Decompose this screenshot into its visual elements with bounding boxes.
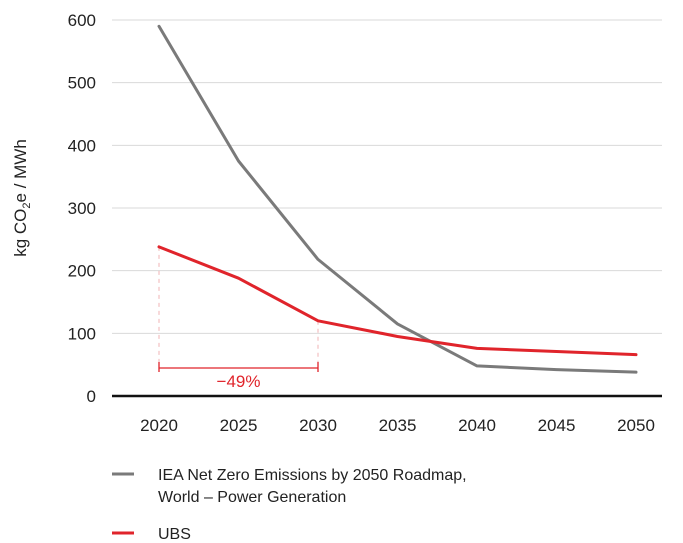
legend-label-iea-line-2: World – Power Generation [158,489,346,506]
y-axis-tick-labels: 0 100 200 300 400 500 600 [68,11,96,406]
x-tick-label: 2035 [379,416,417,435]
legend-label-iea-line-1: IEA Net Zero Emissions by 2050 Roadmap, [158,467,467,484]
gridlines [112,19,662,334]
x-tick-label: 2025 [220,416,258,435]
x-tick-label: 2020 [140,416,178,435]
y-tick-label: 300 [68,199,96,218]
series-line-iea [157,24,638,374]
x-tick-label: 2050 [617,416,655,435]
legend-item-ubs: UBS [112,526,191,543]
y-tick-label: 0 [87,387,96,406]
x-tick-label: 2045 [538,416,576,435]
reduction-annotation: −49% [158,362,319,391]
legend: IEA Net Zero Emissions by 2050 Roadmap, … [112,467,467,543]
reduction-annotation-label: −49% [217,372,261,391]
y-tick-label: 200 [68,262,96,281]
legend-item-iea: IEA Net Zero Emissions by 2050 Roadmap, … [112,467,467,506]
x-tick-label: 2030 [299,416,337,435]
y-axis-title-base: kg CO [11,209,30,257]
y-tick-label: 600 [68,11,96,30]
y-axis-title-rest: e / MWh [11,139,30,202]
y-axis-title: kg CO2e / MWh [11,139,33,257]
series-lines [157,24,638,374]
y-axis-title-subscript: 2 [21,202,33,208]
series-line-ubs [157,245,638,357]
x-tick-label: 2040 [458,416,496,435]
y-tick-label: 400 [68,136,96,155]
legend-label-ubs: UBS [158,526,191,543]
x-axis-tick-labels: 2020 2025 2030 2035 2040 2045 2050 [140,416,655,435]
y-tick-label: 100 [68,324,96,343]
y-tick-label: 500 [68,74,96,93]
